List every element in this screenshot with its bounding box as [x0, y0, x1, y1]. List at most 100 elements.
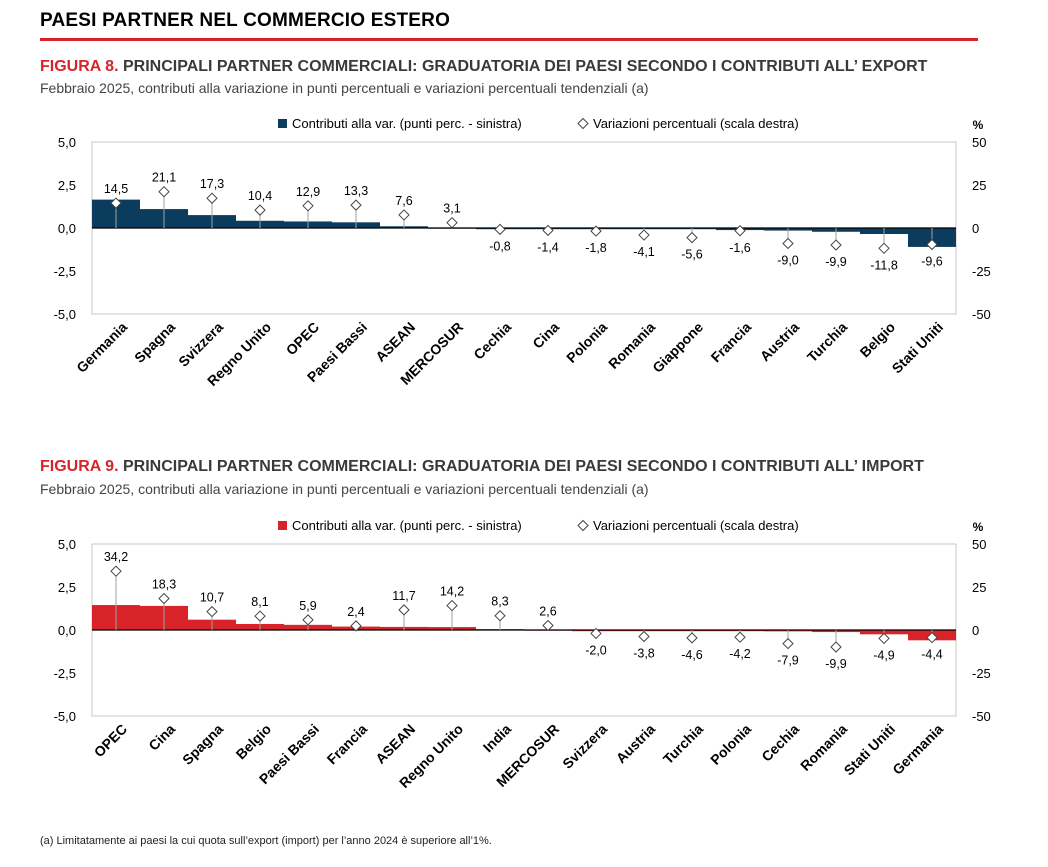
data-label: -1,6: [729, 241, 751, 255]
marker: [350, 199, 362, 211]
y-tick-right: 50: [972, 537, 986, 552]
y-tick-left: -2,5: [54, 666, 76, 681]
category-label: Polonia: [707, 721, 754, 768]
marker: [110, 197, 122, 209]
data-label: 8,3: [491, 595, 508, 609]
data-label: 10,7: [200, 591, 224, 605]
figure-8-title-text: PRINCIPALI PARTNER COMMERCIALI: GRADUATO…: [122, 58, 928, 75]
legend-marker-label: Variazioni percentuali (scala destra): [593, 116, 799, 131]
data-label: 18,3: [152, 578, 176, 592]
category-label: Cina: [529, 319, 562, 352]
right-axis-unit: %: [973, 520, 984, 534]
data-label: -4,6: [681, 648, 703, 662]
marker: [446, 216, 458, 229]
marker: [254, 610, 266, 622]
y-tick-left: 2,5: [58, 178, 76, 193]
footnote: (a) Limitatamente ai paesi la cui quota …: [40, 835, 492, 847]
legend-bar-label: Contributi alla var. (punti perc. - sini…: [292, 116, 522, 131]
page-title: PAESI PARTNER NEL COMMERCIO ESTERO: [40, 10, 451, 31]
data-label: -1,4: [537, 240, 559, 254]
data-label: 17,3: [200, 177, 224, 191]
data-label: 10,4: [248, 189, 272, 203]
category-label: OPEC: [283, 319, 322, 358]
category-label: Stati Uniti: [889, 319, 947, 377]
data-label: -4,4: [921, 648, 943, 662]
marker: [254, 204, 266, 216]
marker: [302, 614, 314, 626]
data-label: -9,0: [777, 253, 799, 267]
y-tick-right: 0: [972, 221, 979, 236]
y-tick-left: 0,0: [58, 623, 76, 638]
data-label: 14,5: [104, 182, 128, 196]
category-label: Turchia: [804, 319, 850, 365]
category-label: Spagna: [131, 319, 178, 366]
category-label: Stati Uniti: [841, 721, 899, 779]
category-label: ASEAN: [372, 721, 418, 767]
figure-9-subtitle: Febbraio 2025, contributi alla variazion…: [40, 481, 649, 497]
y-tick-left: -5,0: [54, 307, 76, 322]
figure-9-chart: Contributi alla var. (punti perc. - sini…: [54, 518, 991, 791]
marker: [782, 237, 794, 250]
data-label: 34,2: [104, 550, 128, 564]
category-label: Austria: [613, 721, 659, 767]
data-label: 12,9: [296, 185, 320, 199]
marker: [350, 620, 362, 632]
y-tick-left: 0,0: [58, 221, 76, 236]
legend-bar-swatch: [278, 521, 287, 530]
marker: [686, 632, 698, 644]
data-label: 14,2: [440, 585, 464, 599]
data-label: 2,4: [347, 605, 364, 619]
data-label: -4,1: [633, 245, 655, 259]
marker: [206, 192, 218, 204]
right-axis-unit: %: [973, 118, 984, 132]
category-label: OPEC: [91, 721, 130, 760]
category-label: Turchia: [660, 721, 706, 767]
figure-9-number: FIGURA 9.: [40, 458, 119, 475]
marker: [926, 238, 938, 251]
data-label: 11,7: [392, 589, 415, 603]
data-label: 2,6: [539, 605, 556, 619]
legend: Contributi alla var. (punti perc. - sini…: [278, 518, 799, 533]
category-label: ASEAN: [372, 319, 418, 365]
y-tick-right: -25: [972, 666, 991, 681]
category-label: Belgio: [233, 721, 275, 763]
y-tick-right: -25: [972, 264, 991, 279]
figure-9-title-text: PRINCIPALI PARTNER COMMERCIALI: GRADUATO…: [122, 458, 924, 475]
legend-marker-swatch: [577, 117, 589, 130]
marker: [830, 239, 842, 251]
title-rule: [40, 38, 978, 41]
category-label: Cechia: [470, 319, 514, 363]
category-label: Spagna: [179, 721, 226, 768]
data-label: -9,9: [825, 657, 847, 671]
data-label: 8,1: [251, 595, 268, 609]
data-label: -3,8: [633, 647, 655, 661]
marker: [590, 627, 602, 640]
marker: [830, 641, 842, 653]
marker: [494, 610, 506, 622]
y-tick-right: 25: [972, 580, 986, 595]
category-label: Belgio: [857, 319, 899, 361]
y-tick-left: 2,5: [58, 580, 76, 595]
category-label: Polonia: [563, 319, 610, 366]
data-label: -4,2: [729, 647, 751, 661]
data-label: 5,9: [299, 599, 316, 613]
marker: [638, 630, 650, 643]
y-tick-left: -5,0: [54, 709, 76, 724]
y-tick-left: -2,5: [54, 264, 76, 279]
category-label: Cina: [145, 721, 178, 754]
data-label: -11,8: [870, 258, 898, 272]
marker: [494, 223, 506, 236]
marker: [542, 619, 554, 632]
figure-8-number: FIGURA 8.: [40, 58, 119, 75]
y-tick-right: -50: [972, 307, 991, 322]
data-label: 3,1: [443, 202, 460, 216]
data-label: -9,9: [825, 255, 847, 269]
figure-8-subtitle: Febbraio 2025, contributi alla variazion…: [40, 80, 649, 96]
legend-marker-label: Variazioni percentuali (scala destra): [593, 518, 799, 533]
marker: [158, 186, 170, 198]
marker: [446, 599, 458, 612]
marker: [302, 200, 314, 212]
figure-9-title: FIGURA 9. PRINCIPALI PARTNER COMMERCIALI…: [40, 458, 924, 476]
y-tick-right: 25: [972, 178, 986, 193]
marker: [734, 225, 746, 237]
